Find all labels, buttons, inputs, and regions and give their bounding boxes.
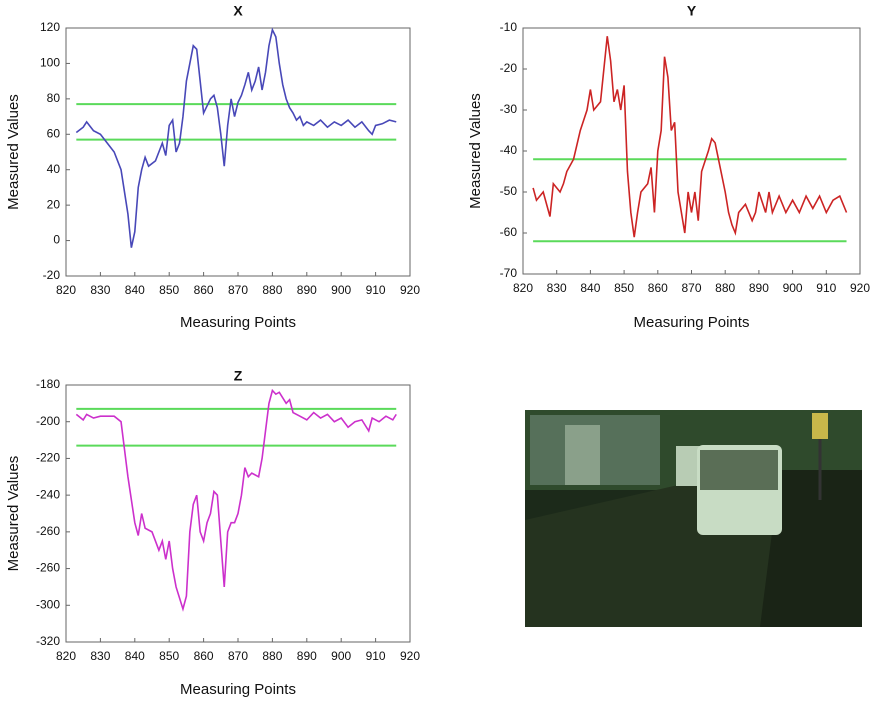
y-tick-label: -260 [36, 524, 60, 538]
x-tick-label: 840 [580, 281, 600, 295]
x-axis-label: Measuring Points [180, 681, 296, 698]
y-tick-label: 120 [40, 20, 60, 34]
x-tick-label: 900 [331, 283, 351, 297]
y-tick-label: -180 [36, 377, 60, 391]
plot-frame [65, 27, 411, 277]
y-tick-label: -260 [36, 561, 60, 575]
x-tick-label: 830 [90, 649, 110, 663]
data-line [75, 27, 397, 248]
y-axis-label: Measured Values [5, 94, 22, 210]
photo [525, 410, 862, 627]
y-axis-label: Measured Values [467, 93, 484, 209]
y-tick-label: 20 [47, 197, 61, 211]
x-tick-label: 860 [648, 281, 668, 295]
data-line [75, 388, 397, 612]
x-tick-label: 860 [194, 283, 214, 297]
x-tick-label: 900 [783, 281, 803, 295]
y-tick-label: -20 [500, 61, 518, 75]
y-tick-label: -50 [500, 184, 518, 198]
x-tick-label: 900 [331, 649, 351, 663]
y-tick-label: 60 [47, 126, 61, 140]
x-tick-label: 880 [262, 649, 282, 663]
data-line [532, 36, 848, 238]
y-tick-label: -220 [36, 451, 60, 465]
x-tick-label: 920 [400, 649, 420, 663]
x-tick-label: 850 [159, 283, 179, 297]
x-tick-label: 910 [816, 281, 836, 295]
y-tick-label: -300 [36, 597, 60, 611]
x-tick-label: 870 [228, 649, 248, 663]
y-tick-label: 0 [53, 233, 60, 247]
x-tick-label: 840 [125, 649, 145, 663]
x-tick-label: 820 [56, 283, 76, 297]
x-tick-label: 920 [850, 281, 870, 295]
x-tick-label: 830 [547, 281, 567, 295]
chart-title: Y [687, 3, 697, 19]
x-tick-label: 890 [297, 283, 317, 297]
chart-title: X [233, 3, 243, 19]
x-tick-label: 840 [125, 283, 145, 297]
x-axis-label: Measuring Points [180, 314, 296, 331]
y-tick-label: -10 [500, 20, 518, 34]
chart-title: Z [234, 368, 243, 384]
y-tick-label: -30 [500, 102, 518, 116]
x-tick-label: 830 [90, 283, 110, 297]
x-tick-label: 910 [366, 283, 386, 297]
y-tick-label: -60 [500, 225, 518, 239]
y-axis-label: Measured Values [5, 456, 22, 572]
x-tick-label: 870 [681, 281, 701, 295]
y-tick-label: -240 [36, 487, 60, 501]
y-tick-label: 100 [40, 56, 60, 70]
y-tick-label: 80 [47, 91, 61, 105]
x-tick-label: 820 [513, 281, 533, 295]
y-tick-label: -40 [500, 143, 518, 157]
x-tick-label: 850 [614, 281, 634, 295]
x-tick-label: 910 [366, 649, 386, 663]
x-tick-label: 880 [262, 283, 282, 297]
x-tick-label: 820 [56, 649, 76, 663]
x-tick-label: 870 [228, 283, 248, 297]
y-tick-label: -200 [36, 414, 60, 428]
x-tick-label: 880 [715, 281, 735, 295]
y-tick-label: -320 [36, 634, 60, 648]
x-axis-label: Measuring Points [634, 314, 750, 331]
x-tick-label: 860 [194, 649, 214, 663]
plot-frame [522, 27, 861, 275]
x-tick-label: 890 [297, 649, 317, 663]
x-tick-label: 850 [159, 649, 179, 663]
y-tick-label: -70 [500, 266, 518, 280]
x-tick-label: 920 [400, 283, 420, 297]
x-tick-label: 890 [749, 281, 769, 295]
y-tick-label: 40 [47, 162, 61, 176]
y-tick-label: -20 [43, 268, 61, 282]
